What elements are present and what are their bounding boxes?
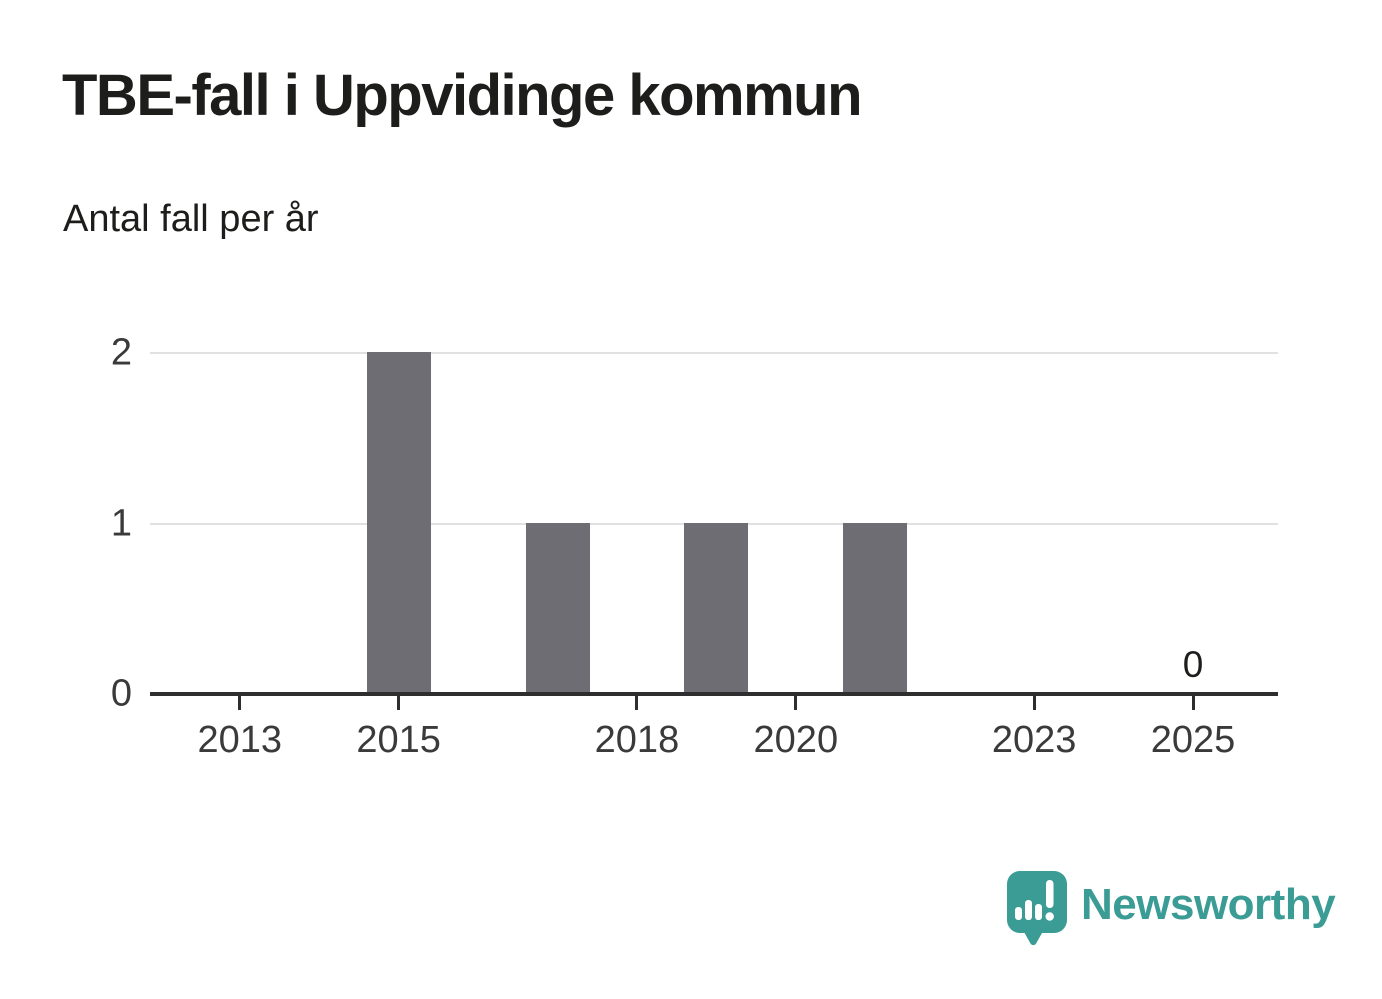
x-tick-label: 2015	[356, 719, 441, 761]
chart-title: TBE-fall i Uppvidinge kommun	[62, 63, 863, 128]
x-tick-label: 2020	[753, 719, 839, 761]
x-axis-line	[150, 692, 1278, 696]
x-tick-2020	[794, 696, 798, 710]
x-tick-2023	[1032, 696, 1036, 710]
bar-2021	[843, 522, 908, 693]
bar-2017	[525, 522, 590, 693]
x-tick-2015	[397, 696, 401, 710]
y-tick-label: 2	[110, 331, 132, 374]
x-tick-label: 2013	[197, 719, 283, 761]
y-tick-label: 0	[110, 672, 132, 715]
x-tick-label: 2025	[1150, 719, 1236, 761]
newsworthy-branding: Newsworthy	[1006, 870, 1336, 948]
x-tick-2025	[1191, 696, 1195, 710]
x-tick-2013	[238, 696, 242, 710]
x-tick-2018	[635, 696, 639, 710]
newsworthy-logo-text: Newsworthy	[1081, 880, 1336, 929]
x-tick-label: 2018	[594, 719, 680, 761]
gridline-y-2	[150, 352, 1278, 354]
bar-2015	[366, 352, 431, 693]
newsworthy-logo-icon	[1007, 871, 1067, 946]
value-annotation-2025: 0	[1182, 644, 1204, 685]
y-tick-label: 1	[110, 502, 132, 544]
x-tick-label: 2023	[991, 719, 1077, 761]
bar-2019	[684, 522, 749, 693]
chart-subtitle: Antal fall per år	[63, 198, 319, 240]
